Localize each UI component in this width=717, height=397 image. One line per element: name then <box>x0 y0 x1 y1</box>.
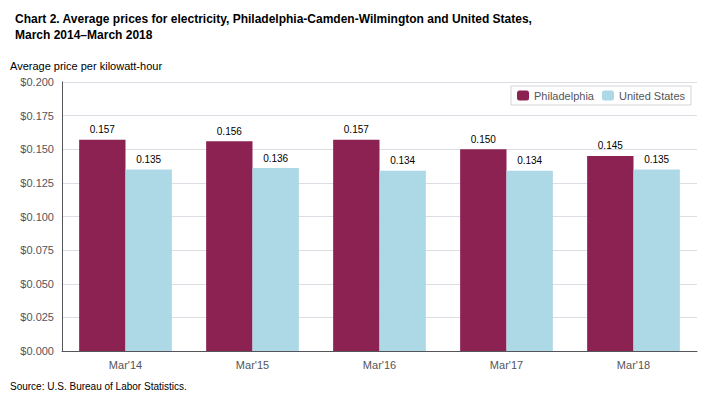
svg-text:$0.175: $0.175 <box>20 110 54 122</box>
svg-text:0.156: 0.156 <box>217 126 242 137</box>
svg-text:Mar'18: Mar'18 <box>617 359 650 371</box>
svg-text:Mar'14: Mar'14 <box>109 359 142 371</box>
svg-text:$0.050: $0.050 <box>20 278 54 290</box>
svg-text:$0.025: $0.025 <box>20 311 54 323</box>
svg-text:Philadelphia: Philadelphia <box>534 90 595 102</box>
svg-text:$0.075: $0.075 <box>20 244 54 256</box>
svg-text:0.145: 0.145 <box>598 140 623 151</box>
svg-text:0.136: 0.136 <box>263 153 288 164</box>
svg-text:Chart 2. Average prices for el: Chart 2. Average prices for electricity,… <box>15 12 532 26</box>
svg-text:0.135: 0.135 <box>644 154 669 165</box>
svg-text:$0.100: $0.100 <box>20 211 54 223</box>
svg-text:Mar'15: Mar'15 <box>236 359 269 371</box>
svg-text:0.157: 0.157 <box>90 124 115 135</box>
svg-text:$0.200: $0.200 <box>20 76 54 88</box>
svg-text:Source: U.S. Bureau of Labor S: Source: U.S. Bureau of Labor Statistics. <box>10 381 187 392</box>
svg-text:March 2014–March 2018: March 2014–March 2018 <box>15 28 153 42</box>
svg-text:0.150: 0.150 <box>471 134 496 145</box>
svg-text:0.157: 0.157 <box>344 124 369 135</box>
svg-text:0.134: 0.134 <box>517 155 542 166</box>
svg-text:$0.150: $0.150 <box>20 143 54 155</box>
svg-text:$0.125: $0.125 <box>20 177 54 189</box>
svg-text:Mar'16: Mar'16 <box>363 359 396 371</box>
svg-text:United States: United States <box>619 90 686 102</box>
svg-text:Average price per kilowatt-hou: Average price per kilowatt-hour <box>10 60 162 72</box>
svg-text:0.134: 0.134 <box>390 155 415 166</box>
svg-text:0.135: 0.135 <box>136 154 161 165</box>
svg-text:$0.000: $0.000 <box>20 345 54 357</box>
svg-text:Mar'17: Mar'17 <box>490 359 523 371</box>
